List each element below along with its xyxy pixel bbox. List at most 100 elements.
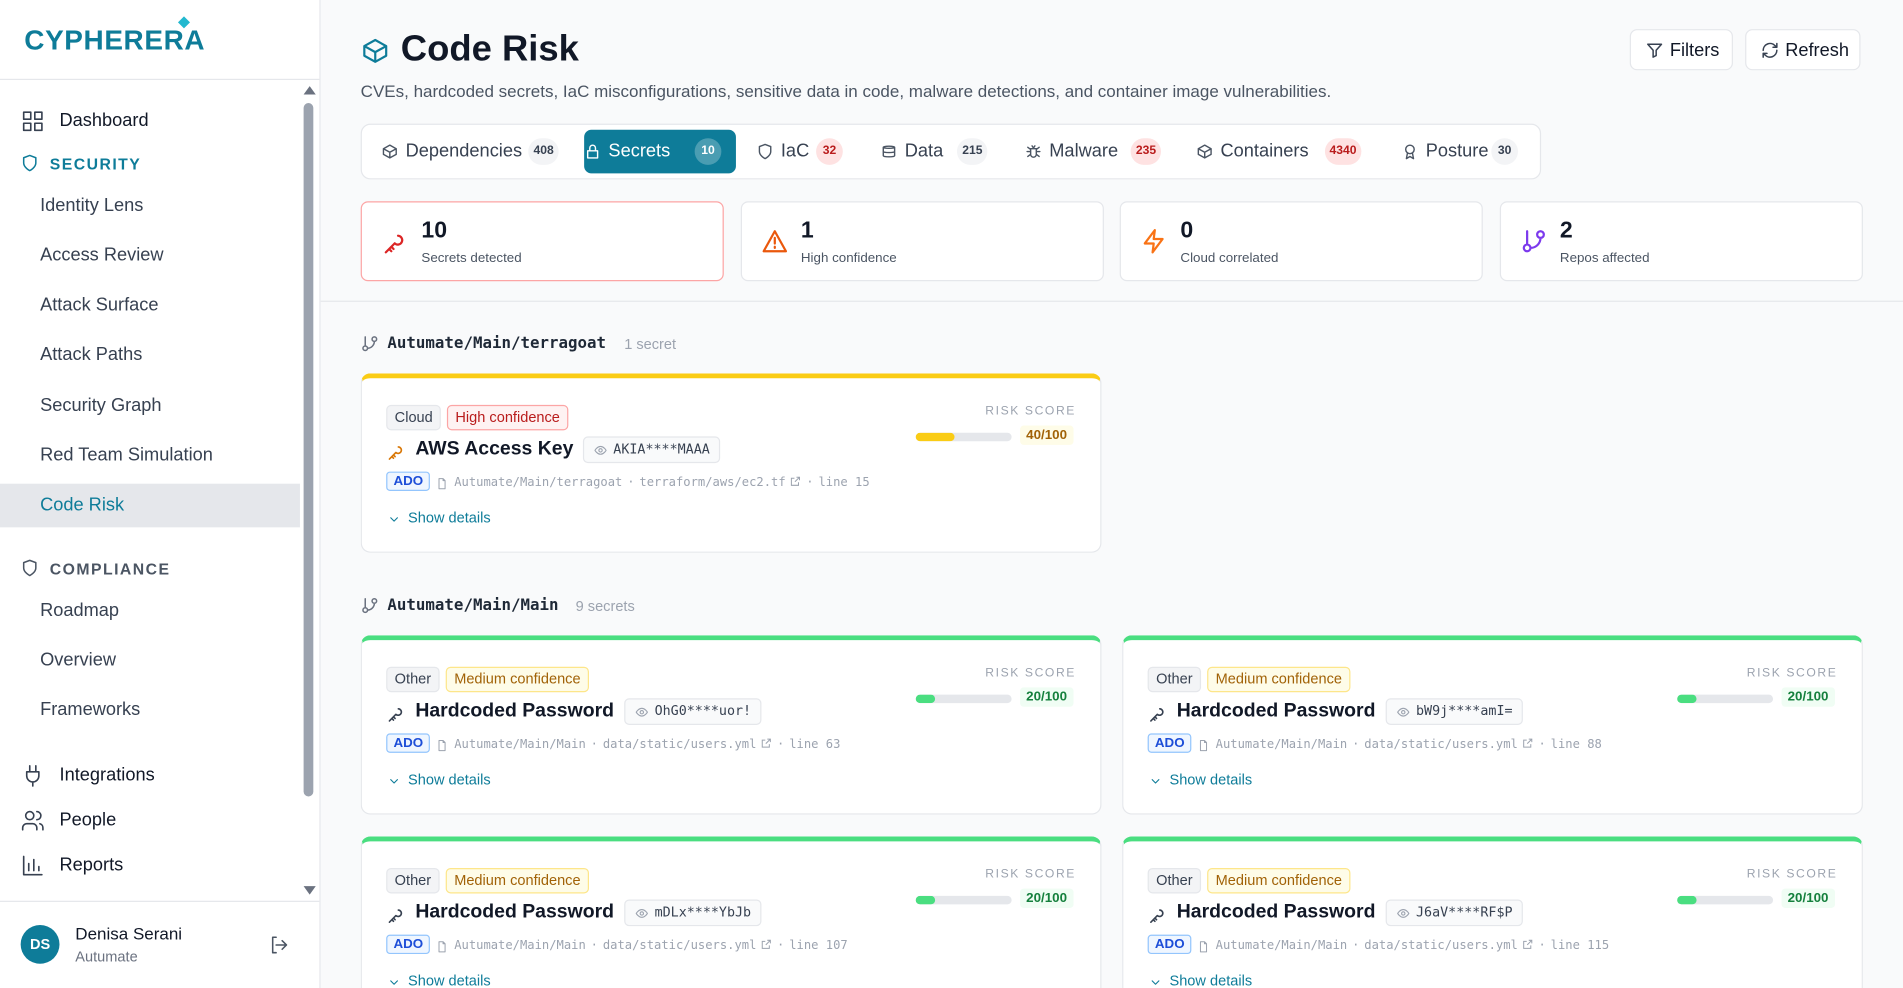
ext-link[interactable]: [760, 938, 772, 950]
line-number: line 15: [818, 476, 870, 490]
nav-item[interactable]: Code Risk: [40, 494, 125, 516]
tab-label: IaC: [780, 140, 810, 162]
ext-link[interactable]: [760, 737, 772, 749]
tab[interactable]: Dependencies 408: [381, 130, 563, 174]
nav-item[interactable]: People: [59, 809, 117, 831]
nav-item[interactable]: Security Graph: [40, 395, 162, 416]
tab[interactable]: Data 215: [880, 130, 992, 174]
icon: [1197, 144, 1212, 159]
repo-count: 1 secret: [624, 335, 677, 353]
icon: [1761, 41, 1779, 59]
nav-item[interactable]: Roadmap: [40, 600, 120, 621]
icon-path: [586, 144, 599, 159]
show-details[interactable]: Show details: [1169, 771, 1253, 788]
nav-item[interactable]: Access Review: [40, 244, 164, 266]
scroll-up: [303, 86, 316, 95]
tab[interactable]: IaC 32: [757, 130, 848, 174]
icon-path: [22, 111, 43, 132]
file-path[interactable]: data/static/users.yml: [602, 939, 757, 953]
risk-score-label: RISK SCORE: [1746, 867, 1838, 882]
stat-value: 0: [1180, 218, 1194, 244]
tag: Medium confidence: [1207, 867, 1351, 894]
ext-link[interactable]: [789, 475, 801, 487]
icon-path: [1026, 145, 1041, 158]
icon: [1646, 41, 1664, 59]
icon: [22, 111, 43, 132]
nav-item[interactable]: Identity Lens: [40, 195, 144, 216]
nav-item[interactable]: Red Team Simulation: [40, 444, 213, 466]
ext-link[interactable]: [1521, 938, 1533, 950]
nav-item[interactable]: Attack Paths: [40, 344, 143, 365]
icon: [758, 143, 772, 160]
icon: [384, 234, 404, 254]
icon: [1150, 707, 1164, 722]
source-badge: ADO: [1147, 934, 1192, 955]
nav-item[interactable]: Overview: [40, 649, 116, 671]
header-button[interactable]: Filters: [1629, 29, 1733, 71]
secret-card: Cloud High confidence AWS Access Key AKIA**…: [360, 373, 1102, 553]
repo-path: Autumate/Main/Main: [1215, 738, 1348, 752]
tab[interactable]: Posture 30: [1401, 130, 1522, 174]
show-details[interactable]: Show details: [408, 771, 491, 788]
nav-active-bg: [0, 483, 300, 528]
icon-path: [882, 145, 896, 158]
header-button[interactable]: Refresh: [1745, 29, 1861, 71]
risk-bar: [915, 694, 935, 704]
nav-item[interactable]: Reports: [59, 854, 124, 876]
icon: [381, 143, 398, 160]
risk-score-label: RISK SCORE: [985, 404, 1076, 419]
secret-title: Hardcoded Password: [1176, 700, 1376, 722]
main-content: Code Risk CVEs, hardcoded secrets, IaC mi…: [320, 0, 1903, 988]
icon: [1647, 43, 1663, 58]
icon: [21, 853, 45, 877]
file-path[interactable]: data/static/users.yml: [1364, 939, 1518, 953]
file-path[interactable]: data/static/users.yml: [602, 738, 757, 752]
sep: ·: [1538, 738, 1546, 752]
icon-path: [438, 941, 446, 953]
nav-item[interactable]: Dashboard: [59, 110, 149, 131]
secret-title: Hardcoded Password: [1176, 901, 1376, 923]
icon: [1401, 143, 1418, 160]
show-details[interactable]: Show details: [408, 972, 491, 988]
nav-item[interactable]: Frameworks: [40, 699, 141, 721]
user-org: Autumate: [75, 947, 138, 965]
file-location: Autumate/Main/Main · data/static/users.yml…: [454, 737, 840, 752]
risk-score-label: RISK SCORE: [1746, 666, 1838, 681]
show-details[interactable]: Show details: [1169, 972, 1253, 988]
icon-path: [1150, 707, 1164, 722]
secret-title: Hardcoded Password: [415, 700, 615, 722]
icon-path: [390, 779, 398, 784]
icon: [1762, 42, 1778, 58]
icon-path: [594, 445, 607, 455]
icon: [761, 230, 787, 253]
file-path[interactable]: data/static/users.yml: [1364, 738, 1518, 752]
icon-path: [1647, 43, 1663, 58]
stat-value: 2: [1559, 218, 1573, 244]
secret-title: Hardcoded Password: [415, 901, 615, 923]
nav-item[interactable]: Integrations: [59, 764, 155, 786]
tab[interactable]: Secrets 10: [584, 129, 736, 174]
icon: [22, 559, 37, 577]
show-details[interactable]: Show details: [408, 509, 491, 527]
nav-item[interactable]: Attack Surface: [40, 294, 159, 316]
secret-title: AWS Access Key: [415, 438, 574, 460]
sep: ·: [627, 476, 635, 490]
file-path[interactable]: terraform/aws/ec2.tf: [639, 476, 786, 490]
risk-score-label: RISK SCORE: [985, 867, 1076, 882]
tab[interactable]: Malware 235: [1025, 130, 1166, 174]
secret-card: Other Medium confidence Hardcoded Password…: [1122, 635, 1863, 815]
stat-value: 1: [800, 218, 814, 244]
secret-card: Other Medium confidence Hardcoded Password…: [1122, 836, 1863, 988]
ext-link[interactable]: [1521, 737, 1533, 749]
icon-path: [1151, 980, 1160, 985]
risk-bar: [915, 895, 935, 905]
tab[interactable]: Containers 4340: [1196, 130, 1366, 174]
icon-path: [1151, 779, 1160, 784]
icon: [635, 706, 648, 719]
tab-count: 235: [1131, 138, 1161, 165]
icon: [362, 597, 378, 614]
icon: [790, 476, 800, 486]
icon-path: [362, 336, 378, 352]
icon-path: [363, 38, 388, 63]
divider: [320, 300, 1903, 302]
